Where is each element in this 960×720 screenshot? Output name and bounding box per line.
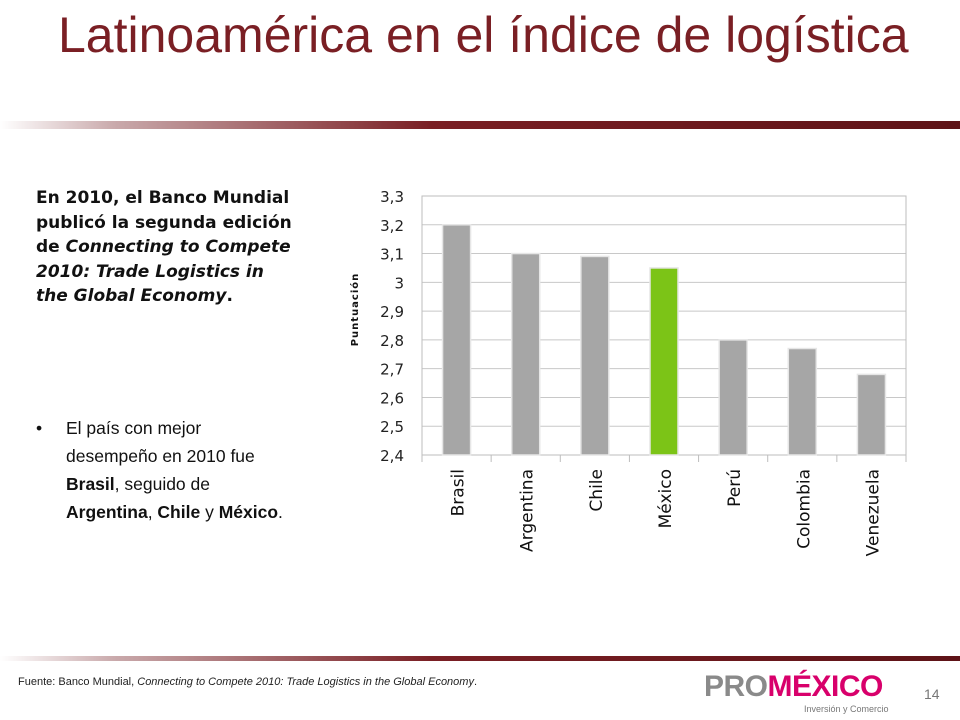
y-tick-label: 2,4 bbox=[380, 447, 404, 465]
bullet-country-2: Argentina bbox=[66, 502, 148, 522]
bar bbox=[510, 252, 541, 456]
bar bbox=[787, 347, 818, 456]
y-tick-label: 2,6 bbox=[380, 389, 404, 407]
x-tick-label: Argentina bbox=[518, 469, 538, 552]
title-divider bbox=[0, 121, 960, 129]
bullet-item: • El país con mejor desempeño en 2010 fue… bbox=[36, 414, 292, 526]
x-tick-label: Chile bbox=[587, 469, 607, 512]
intro-lead: En 2010, el Banco Mundial publicó la seg… bbox=[36, 188, 292, 257]
bar bbox=[649, 267, 679, 456]
source-end: . bbox=[473, 676, 478, 688]
x-tick-label: Colombia bbox=[794, 469, 814, 549]
x-tick-label: Venezuela bbox=[863, 469, 883, 556]
bullet-text-1: El país con mejor desempeño en 2010 fue bbox=[66, 418, 255, 466]
x-tick-label: Perú bbox=[725, 469, 745, 507]
promexico-logo: PROMÉXICO Inversión y Comercio bbox=[700, 670, 900, 716]
logo-pro-text: PRO bbox=[704, 670, 768, 703]
source-title: Connecting to Compete 2010: Trade Logist… bbox=[137, 676, 474, 688]
bullet-text-5: . bbox=[278, 502, 283, 522]
source-note: Fuente: Banco Mundial, Connecting to Com… bbox=[18, 676, 718, 688]
logistics-bar-chart: 2,4 2,5 2,6 2,7 2,8 2,9 3 3,1 3,2 3,3 Brasil Argent… bbox=[349, 188, 907, 556]
bullet-text-3: , bbox=[147, 502, 158, 522]
footer-divider bbox=[0, 656, 960, 661]
source-lead: Fuente: Banco Mundial, bbox=[18, 676, 138, 688]
y-tick-label: 3 bbox=[394, 274, 404, 292]
intro-paragraph: En 2010, el Banco Mundial publicó la seg… bbox=[36, 186, 294, 309]
bar bbox=[856, 373, 887, 456]
y-tick-label: 2,8 bbox=[380, 332, 404, 350]
page-number: 14 bbox=[924, 686, 940, 702]
bullet-text-2: , seguido de bbox=[114, 474, 210, 494]
logo-wordmark: PROMÉXICO bbox=[704, 670, 883, 704]
y-tick-label: 2,7 bbox=[380, 361, 404, 379]
logo-tagline: Inversión y Comercio bbox=[804, 704, 889, 714]
y-tick-label: 3,1 bbox=[380, 246, 404, 264]
bullet-country-4: México bbox=[218, 502, 279, 522]
x-tick-label: Brasil bbox=[449, 469, 469, 516]
bar bbox=[441, 224, 472, 456]
y-tick-label: 2,9 bbox=[380, 303, 404, 321]
intro-end: . bbox=[226, 286, 233, 306]
intro-publication: Connecting to Compete 2010: Trade Logist… bbox=[36, 237, 291, 306]
page-title: Latinoamérica en el índice de logística bbox=[58, 7, 909, 63]
x-tick-label: México bbox=[656, 469, 676, 528]
bullet-text-4: y bbox=[200, 502, 219, 522]
y-tick-label: 3,3 bbox=[380, 188, 404, 206]
bullet-country-3: Chile bbox=[157, 502, 201, 522]
y-axis-title: Puntuación bbox=[349, 273, 361, 347]
bar bbox=[718, 339, 748, 456]
y-tick-label: 2,5 bbox=[380, 418, 404, 436]
bullet-country-1: Brasil bbox=[66, 474, 115, 494]
bar bbox=[580, 255, 610, 456]
logo-mexico-text: MÉXICO bbox=[767, 670, 884, 703]
y-tick-label: 3,2 bbox=[380, 217, 404, 235]
bullet-dot-icon: • bbox=[36, 418, 43, 438]
